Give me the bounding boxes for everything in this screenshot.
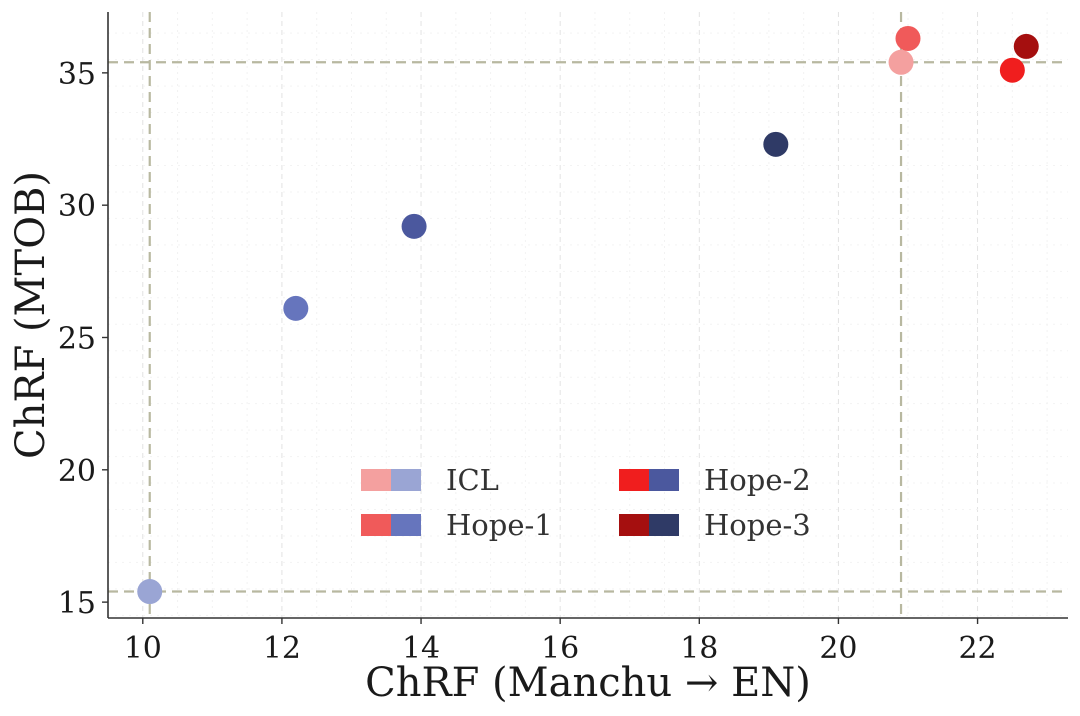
data-point-hope-2 — [999, 57, 1025, 83]
data-point-icl — [888, 49, 914, 75]
reference-lines — [108, 12, 1068, 618]
x-tick-label: 18 — [680, 631, 718, 666]
x-tick-label: 20 — [819, 631, 857, 666]
legend-swatch-blue — [649, 514, 679, 536]
legend-label: Hope-3 — [704, 508, 811, 542]
x-tick-label: 16 — [541, 631, 579, 666]
data-point-hope-3 — [1013, 33, 1039, 59]
axes — [107, 12, 1068, 619]
legend-label: ICL — [446, 463, 499, 497]
data-point-hope-1 — [895, 25, 921, 51]
data-point-hope-1 — [283, 295, 309, 321]
x-tick-label: 14 — [402, 631, 440, 666]
ticks: 10 12 14 16 18 20 22 15 20 25 30 35 — [58, 57, 997, 666]
legend-swatch-blue — [649, 469, 679, 491]
y-tick-label: 15 — [58, 586, 96, 621]
data-point-hope-3 — [763, 131, 789, 157]
y-tick-label: 35 — [58, 57, 96, 92]
x-tick-label: 12 — [263, 631, 301, 666]
y-tick-label: 30 — [58, 189, 96, 224]
y-tick-label: 25 — [58, 321, 96, 356]
x-tick-label: 10 — [124, 631, 162, 666]
legend-swatch-red — [361, 514, 391, 536]
legend-swatch-red — [619, 469, 649, 491]
legend: ICL Hope-1 Hope-2 Hope-3 — [361, 463, 811, 542]
legend-swatch-blue — [391, 514, 421, 536]
y-tick-label: 20 — [58, 454, 96, 489]
legend-swatch-blue — [391, 469, 421, 491]
data-point-hope-2 — [401, 213, 427, 239]
x-tick-label: 22 — [958, 631, 996, 666]
legend-swatch-red — [361, 469, 391, 491]
grid-lines — [107, 12, 1068, 618]
data-point-icl — [137, 579, 163, 605]
data-points — [137, 25, 1039, 605]
legend-label: Hope-1 — [446, 508, 553, 542]
legend-label: Hope-2 — [704, 463, 811, 497]
legend-swatch-red — [619, 514, 649, 536]
y-axis-title: ChRF (MTOB) — [8, 171, 54, 459]
x-axis-title: ChRF (Manchu → EN) — [365, 660, 811, 706]
